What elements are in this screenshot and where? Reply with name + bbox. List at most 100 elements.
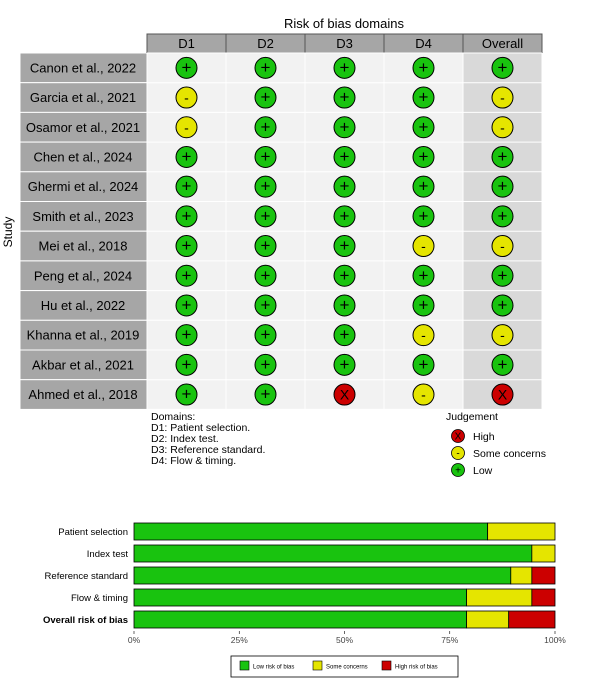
study-label: Akbar et al., 2021	[32, 357, 134, 372]
study-label-cell	[19, 201, 148, 232]
judgement-symbol: -	[500, 238, 505, 254]
judgement-low-marker	[333, 235, 356, 258]
judgement-some-marker	[491, 324, 514, 347]
column-header: D4	[415, 36, 432, 51]
column-header: D3	[336, 36, 353, 51]
judgement-low-marker	[412, 294, 435, 317]
judgement-symbol: +	[498, 147, 508, 166]
judgement-symbol: +	[182, 58, 192, 77]
judgement-low-marker	[175, 324, 198, 347]
judgement-low-marker	[175, 235, 198, 258]
judgement-symbol: +	[261, 236, 271, 255]
judgement-low-marker	[491, 56, 514, 79]
bar-segment-low	[133, 566, 512, 585]
traffic-light-legend: Domains:D1: Patient selection.D2: Index …	[151, 411, 546, 477]
bar-category-label: Patient selection	[58, 527, 128, 538]
judgement-symbol: X	[340, 387, 350, 403]
judgement-some-marker	[412, 324, 435, 347]
study-label: Osamor et al., 2021	[26, 120, 140, 135]
judgement-low-marker	[333, 353, 356, 376]
bar-category-label: Flow & timing	[71, 593, 128, 604]
legend-symbol: +	[455, 466, 461, 477]
legend-label: Some concerns	[473, 448, 546, 460]
judgement-low-marker	[333, 175, 356, 198]
bar-segment-some-concerns	[487, 522, 556, 541]
judgement-low-marker	[333, 86, 356, 109]
judgement-low-marker	[412, 175, 435, 198]
study-label: Peng et al., 2024	[34, 268, 132, 283]
bar-segment-low	[133, 544, 533, 563]
bar-legend-swatch-low	[239, 660, 250, 671]
judgement-symbol: +	[261, 206, 271, 225]
y-axis-label: Study	[1, 217, 15, 248]
bar-legend-box	[230, 655, 459, 678]
judgement-symbol: -	[500, 327, 505, 343]
judgement-symbol: +	[419, 88, 429, 107]
study-label-cell	[19, 260, 148, 292]
judgement-low-marker	[175, 205, 198, 228]
judgement-symbol: X	[498, 387, 508, 403]
judgement-symbol: +	[419, 355, 429, 374]
judgement-low-marker	[254, 383, 277, 406]
bar-segment-high	[531, 588, 556, 607]
bar-segment-some-concerns	[466, 588, 533, 607]
x-tick-label: 25%	[231, 635, 248, 645]
judgement-symbol: -	[500, 90, 505, 106]
judgement-low-marker	[175, 353, 198, 376]
study-label-cell	[19, 379, 148, 410]
judgement-low-marker	[254, 353, 277, 376]
judgement-symbol: +	[340, 355, 350, 374]
column-header: Overall	[482, 36, 523, 51]
study-label: Hu et al., 2022	[41, 298, 126, 313]
judgement-low-marker	[412, 205, 435, 228]
judgement-some-marker	[412, 235, 435, 258]
bar-legend-label: Some concerns	[326, 665, 368, 671]
judgement-symbol: +	[340, 147, 350, 166]
judgement-symbol: -	[421, 327, 426, 343]
judgement-symbol: +	[340, 206, 350, 225]
judgement-low-marker	[491, 175, 514, 198]
judgement-symbol: +	[419, 266, 429, 285]
judgement-symbol: +	[340, 88, 350, 107]
judgement-symbol: +	[261, 177, 271, 196]
judgement-symbol: +	[261, 117, 271, 136]
judgement-low-marker	[333, 145, 356, 168]
bar-segment-low	[133, 610, 467, 629]
judgement-symbol: +	[182, 177, 192, 196]
judgement-symbol: +	[340, 117, 350, 136]
judgement-title: Judgement	[446, 411, 498, 423]
judgement-low-marker	[491, 294, 514, 317]
judgement-symbol: +	[182, 295, 192, 314]
judgement-symbol: +	[498, 355, 508, 374]
study-label: Canon et al., 2022	[30, 60, 136, 75]
x-tick-label: 0%	[128, 635, 141, 645]
judgement-symbol: +	[419, 58, 429, 77]
judgement-symbol: +	[261, 88, 271, 107]
bar-category-label: Index test	[87, 549, 129, 560]
judgement-symbol: +	[340, 236, 350, 255]
bar-segment-some-concerns	[466, 610, 510, 629]
study-label-cell	[19, 319, 148, 351]
judgement-symbol: +	[261, 325, 271, 344]
judgement-low-marker	[175, 294, 198, 317]
study-label: Khanna et al., 2019	[27, 328, 140, 343]
judgement-symbol: +	[261, 58, 271, 77]
bar-legend-swatch-high	[381, 660, 392, 671]
judgement-low-marker	[333, 324, 356, 347]
judgement-symbol: +	[498, 295, 508, 314]
judgement-low-marker	[254, 145, 277, 168]
judgement-symbol: +	[498, 177, 508, 196]
x-tick-label: 75%	[441, 635, 458, 645]
judgement-symbol: +	[340, 58, 350, 77]
judgement-low-marker	[254, 264, 277, 287]
judgement-symbol: +	[261, 355, 271, 374]
bar-segment-low	[133, 588, 467, 607]
judgement-symbol: +	[419, 147, 429, 166]
judgement-low-marker	[254, 294, 277, 317]
judgement-symbol: +	[182, 206, 192, 225]
judgement-low-marker	[254, 86, 277, 109]
judgement-low-marker	[175, 175, 198, 198]
judgement-low-marker	[412, 353, 435, 376]
judgement-low-marker	[254, 175, 277, 198]
